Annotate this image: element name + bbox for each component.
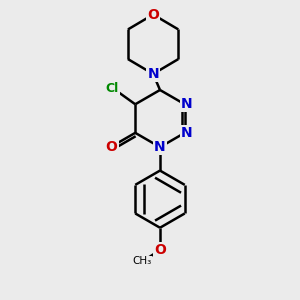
Text: N: N <box>154 140 166 154</box>
Text: Cl: Cl <box>106 82 119 94</box>
Text: N: N <box>181 126 193 140</box>
Text: O: O <box>154 243 166 257</box>
Text: N: N <box>181 97 193 111</box>
Text: N: N <box>147 67 159 81</box>
Text: CH₃: CH₃ <box>133 256 152 266</box>
Text: O: O <box>106 140 118 154</box>
Text: O: O <box>147 8 159 22</box>
